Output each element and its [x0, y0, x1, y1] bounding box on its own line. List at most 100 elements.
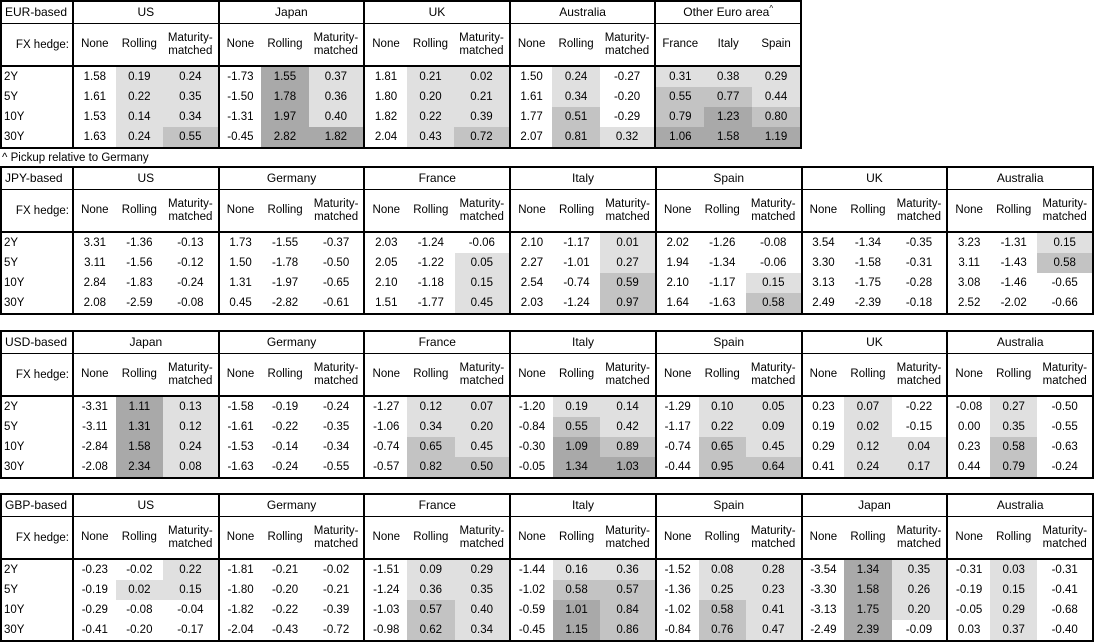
- value-cell: 0.19: [552, 397, 601, 417]
- value-cell: 0.20: [406, 87, 455, 107]
- value-cell: 0.77: [704, 87, 753, 107]
- value-cell: 2.10: [666, 277, 689, 289]
- value-cell: 0.35: [163, 87, 218, 107]
- country-name: US: [137, 5, 155, 19]
- value-group: -0.45 2.82 1.82: [217, 127, 364, 147]
- value-cell: -1.24: [563, 297, 590, 309]
- value-group: -1.02 0.58 0.41: [654, 600, 801, 620]
- value-cell: -0.50: [1051, 401, 1078, 413]
- column-header-group: None Rolling Maturity-matched: [946, 190, 1092, 231]
- column-header: None: [372, 531, 401, 543]
- value-group: -2.08 2.34 0.08: [72, 457, 218, 477]
- value-cell: -0.84: [664, 624, 691, 636]
- column-header: Maturity-matched: [313, 361, 359, 387]
- value-cell: -2.59: [126, 297, 153, 309]
- value-cell: 1.34: [844, 560, 892, 580]
- column-header: Maturity-matched: [896, 197, 942, 223]
- tenor-row: 30Y -2.08 2.34 0.08 -1.63 -0.24 -0.55 -0.57 0.82…: [2, 457, 1092, 477]
- value-cell: 0.10: [698, 397, 746, 417]
- value-cell: 1.77: [520, 111, 543, 123]
- column-header: None: [955, 531, 983, 543]
- value-cell: 0.21: [454, 87, 509, 107]
- column-header-group: None Rolling Maturity-matched: [217, 354, 364, 395]
- value-cell: 2.10: [520, 237, 544, 249]
- value-cell: 1.81: [374, 71, 398, 83]
- value-cell: 0.43: [406, 127, 455, 147]
- value-group: -1.06 0.34 0.20: [363, 417, 510, 437]
- value-cell: 0.05: [745, 397, 801, 417]
- fx-hedge-table-eur: EUR-based US Japan UK Australia Other Euro ar…: [0, 0, 802, 149]
- value-cell: -1.27: [373, 401, 400, 413]
- tenor-row: 2Y -3.31 1.11 0.13 -1.58 -0.19 -0.24 -1.27 0.12 0…: [2, 397, 1092, 417]
- value-cell: -1.26: [709, 237, 736, 249]
- value-group: -1.36 0.25 0.23: [654, 580, 801, 600]
- value-group: -0.84 0.55 0.42: [509, 417, 655, 437]
- value-cell: -0.21: [323, 584, 350, 596]
- value-group: -1.53 -0.14 -0.34: [217, 437, 364, 457]
- column-header: Rolling: [413, 204, 449, 216]
- footnote: ^ Pickup relative to Germany: [2, 152, 149, 164]
- fx-hedge-label: FX hedge:: [15, 38, 69, 51]
- value-cell: -0.66: [1051, 297, 1078, 309]
- tenor-row: 2Y 1.58 0.19 0.24 -1.73 1.55 0.37 1.81 0.21 0.02 1…: [2, 67, 800, 87]
- value-cell: -1.31: [227, 111, 254, 123]
- value-group: -1.81 -0.21 -0.02: [217, 560, 364, 580]
- value-cell: 0.58: [745, 293, 801, 313]
- value-cell: -1.44: [518, 564, 546, 576]
- row-label: 10Y: [4, 604, 25, 616]
- value-cell: 1.03: [600, 457, 655, 477]
- country-name: Italy: [572, 171, 595, 185]
- value-cell: -0.30: [518, 441, 546, 453]
- value-cell: 2.03: [520, 297, 544, 309]
- value-cell: 3.13: [812, 277, 835, 289]
- value-cell: 0.22: [115, 87, 164, 107]
- value-cell: -1.55: [271, 237, 299, 249]
- value-cell: -0.74: [563, 277, 590, 289]
- value-cell: 0.23: [957, 441, 981, 453]
- country-name: Germany: [266, 335, 317, 349]
- value-group: -1.82 -0.22 -0.39: [217, 600, 364, 620]
- value-cell: 0.25: [698, 580, 746, 600]
- value-group: 2.49 -2.39 -0.18: [800, 293, 947, 313]
- value-cell: 0.84: [600, 600, 655, 620]
- value-group: 1.61 0.22 0.35: [72, 87, 218, 107]
- value-cell: -0.37: [323, 237, 350, 249]
- column-header-group: None Rolling Maturity-matched: [946, 354, 1092, 395]
- column-header-group: None Rolling Maturity-matched: [363, 354, 509, 395]
- value-cell: 0.45: [745, 437, 801, 457]
- value-group: 2.52 -2.02 -0.66: [946, 293, 1092, 313]
- column-header: Rolling: [558, 38, 594, 50]
- value-cell: 0.55: [552, 417, 601, 437]
- value-cell: 0.19: [812, 421, 835, 433]
- column-header: Rolling: [996, 368, 1032, 380]
- value-cell: -1.02: [518, 584, 546, 596]
- column-header-group: None Rolling Maturity-matched: [509, 190, 655, 231]
- value-cell: 0.24: [844, 457, 892, 477]
- value-cell: 0.17: [891, 457, 947, 477]
- column-header: None: [226, 38, 255, 50]
- value-group: 1.81 0.21 0.02: [363, 67, 509, 87]
- value-group: -1.27 0.12 0.07: [363, 397, 510, 417]
- value-group: -1.52 0.08 0.28: [654, 560, 801, 580]
- value-cell: -1.46: [1000, 277, 1027, 289]
- value-group: -0.19 0.02 0.15: [72, 580, 218, 600]
- value-cell: -1.36: [126, 237, 153, 249]
- value-cell: -3.30: [810, 584, 837, 596]
- value-cell: -3.54: [810, 564, 837, 576]
- value-group: 0.23 0.07 -0.22: [800, 397, 947, 417]
- value-cell: -3.11: [82, 421, 108, 433]
- value-cell: -0.09: [905, 624, 933, 636]
- value-cell: 1.58: [704, 127, 753, 147]
- value-cell: -0.65: [1051, 277, 1078, 289]
- value-cell: 0.26: [891, 580, 947, 600]
- column-header: Rolling: [558, 368, 595, 380]
- value-cell: 0.80: [752, 107, 800, 127]
- country-group-header: Spain: [654, 168, 801, 189]
- value-cell: -1.03: [373, 604, 400, 616]
- value-cell: 0.36: [308, 87, 364, 107]
- column-header: Rolling: [850, 204, 886, 216]
- value-cell: -0.43: [271, 624, 299, 636]
- column-header: Maturity-matched: [896, 361, 942, 387]
- column-header-group: None Rolling Maturity-matched: [654, 517, 801, 558]
- column-header-row: FX hedge: None Rolling Maturity-matched None…: [2, 190, 1092, 233]
